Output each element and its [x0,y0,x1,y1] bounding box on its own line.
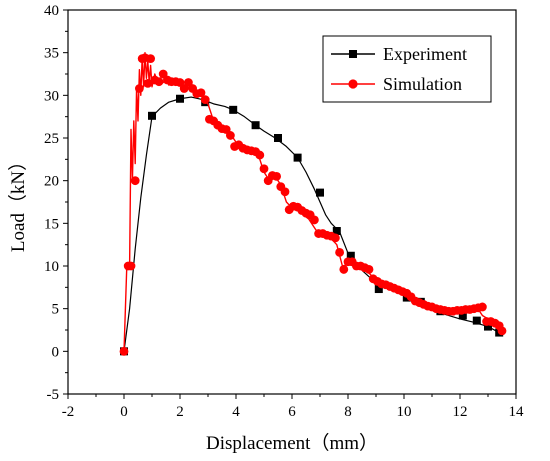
x-axis-title: Displacement（mm） [206,432,378,454]
data-point [135,84,144,93]
legend: Experiment Simulation [322,35,492,103]
legend-label: Simulation [383,74,462,94]
data-point [251,121,260,130]
data-point [339,265,349,274]
data-point [458,311,467,320]
data-point [478,302,487,312]
data-point [226,131,235,140]
data-point [148,111,156,120]
data-point [484,322,492,331]
data-point [472,316,481,325]
data-point [293,153,302,162]
data-point [346,251,355,260]
legend-marker [349,50,357,58]
data-point [316,188,324,197]
data-point [154,77,164,87]
data-point [176,94,184,103]
data-point [229,105,238,114]
data-point [255,150,265,160]
data-point [497,326,507,336]
data-point [364,265,374,274]
legend-item-experiment: Experiment [331,44,467,64]
data-point [200,95,210,104]
y-tick-label: 0 [52,344,60,360]
x-tick-label: -2 [62,404,75,420]
x-tick-label: 8 [344,404,352,420]
data-point [374,285,383,294]
y-tick-label: 30 [44,88,59,104]
series-layer [119,51,507,356]
series-experiment [120,94,504,356]
y-tick-label: 25 [44,131,59,147]
axis-ticks [63,9,517,399]
data-point [143,78,153,88]
data-point [119,346,129,356]
legend-marker [348,79,358,89]
data-point [331,233,340,243]
legend-label: Experiment [383,44,467,64]
y-tick-label: 35 [44,46,59,62]
y-tick-label: 5 [52,302,60,318]
data-point [335,247,344,257]
plot-area: -2 0 2 4 6 8 10 12 14 -5 0 5 10 15 20 25 30 35 40 [44,3,524,420]
y-tick-label: 10 [44,259,59,275]
y-tick-label: 40 [44,3,59,19]
data-point [332,227,341,236]
x-tick-label: 10 [397,404,412,420]
axis-tick-labels: -2 0 2 4 6 8 10 12 14 -5 0 5 10 15 20 25 30 35 40 [44,3,524,420]
y-tick-label: -5 [47,387,60,403]
data-point [272,172,281,181]
data-point [146,54,156,64]
legend-items: Experiment Simulation [331,44,467,94]
series-simulation [119,51,507,356]
data-point [310,215,319,225]
x-tick-label: 0 [120,404,128,420]
x-tick-label: 4 [232,404,240,420]
x-tick-label: 6 [288,404,296,420]
data-point [259,164,269,174]
data-point [126,261,136,271]
data-point [196,88,206,98]
x-tick-label: 2 [176,404,184,420]
x-tick-label: 12 [453,404,468,420]
x-tick-label: 14 [509,404,525,420]
legend-item-simulation: Simulation [331,74,462,94]
legend-box [322,35,492,103]
y-axis-title: Load（kN） [7,152,29,252]
data-point [280,187,290,197]
y-tick-label: 15 [44,216,59,232]
y-tick-label: 20 [44,174,59,190]
data-point [274,134,282,142]
data-point [130,176,140,186]
